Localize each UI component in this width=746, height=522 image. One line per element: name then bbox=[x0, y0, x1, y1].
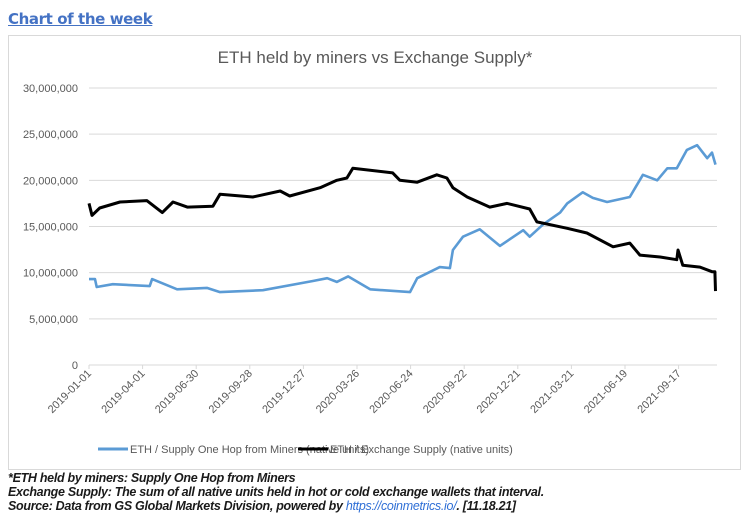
x-tick-label: 2021-03-21 bbox=[528, 368, 576, 416]
series-line-0 bbox=[89, 143, 717, 294]
x-tick-label: 2019-01-01 bbox=[46, 368, 94, 416]
x-tick-label: 2020-12-21 bbox=[475, 368, 523, 416]
x-tick-label: 2021-09-17 bbox=[635, 368, 683, 416]
series-line-1 bbox=[87, 166, 717, 292]
chart-frame bbox=[8, 35, 741, 470]
line-chart: ETH held by miners vs Exchange Supply* 0… bbox=[23, 48, 717, 456]
x-tick-label: 2020-06-24 bbox=[367, 368, 415, 416]
chart-of-the-week-heading[interactable]: Chart of the week bbox=[8, 10, 153, 28]
y-tick-label: 5,000,000 bbox=[29, 314, 78, 326]
legend-label: ETH / Supply One Hop from Miners (native… bbox=[130, 444, 369, 456]
source-date: . [11.18.21] bbox=[456, 499, 516, 513]
footnote-source: Source: Data from GS Global Markets Divi… bbox=[8, 499, 544, 513]
x-tick-label: 2019-04-01 bbox=[99, 368, 147, 416]
y-tick-label: 0 bbox=[72, 360, 78, 372]
y-tick-label: 10,000,000 bbox=[23, 268, 78, 280]
footnote-miners: *ETH held by miners: Supply One Hop from… bbox=[8, 471, 296, 485]
footnote-exchange-supply: Exchange Supply: The sum of all native u… bbox=[8, 485, 544, 499]
x-tick-label: 2019-12-27 bbox=[260, 368, 308, 416]
y-tick-label: 20,000,000 bbox=[23, 175, 78, 187]
footnotes: *ETH held by miners: Supply One Hop from… bbox=[8, 471, 544, 513]
coinmetrics-link[interactable]: https://coinmetrics.io/ bbox=[345, 499, 457, 513]
x-tick-label: 2020-09-22 bbox=[421, 368, 469, 416]
x-tick-label: 2020-03-26 bbox=[314, 368, 362, 416]
y-tick-label: 25,000,000 bbox=[23, 129, 78, 141]
x-tick-label: 2019-06-30 bbox=[153, 368, 201, 416]
legend-label: ETH / Exchange Supply (native units) bbox=[330, 444, 513, 456]
x-tick-label: 2021-06-19 bbox=[582, 368, 630, 416]
x-tick-label: 2019-09-28 bbox=[207, 368, 255, 416]
source-text: Source: Data from GS Global Markets Divi… bbox=[8, 499, 346, 513]
y-tick-label: 30,000,000 bbox=[23, 83, 78, 95]
y-tick-label: 15,000,000 bbox=[23, 222, 78, 234]
chart-title: ETH held by miners vs Exchange Supply* bbox=[218, 48, 533, 67]
